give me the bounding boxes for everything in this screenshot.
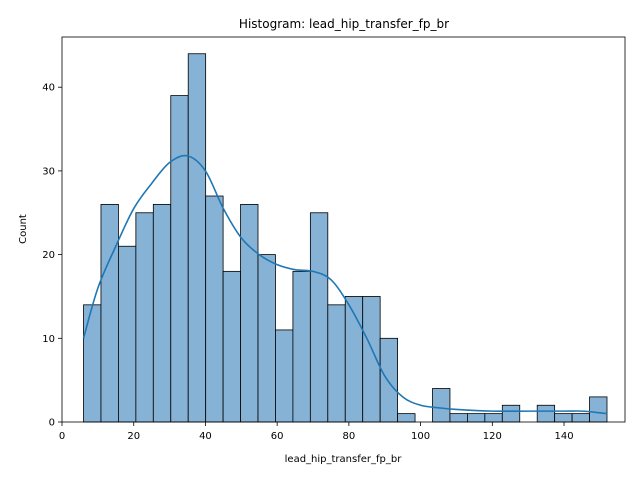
plot-frame	[61, 36, 626, 423]
y-axis-label: Count	[18, 214, 29, 244]
histogram-bar	[240, 203, 259, 423]
x-tick-label: 140	[554, 431, 573, 442]
y-axis-ticks: 0 10 20 30 40	[42, 83, 62, 429]
histogram-bar	[135, 212, 154, 423]
histogram-bar	[379, 337, 399, 423]
histogram-bar	[449, 413, 468, 423]
x-axis-label: lead_hip_transfer_fp_br	[285, 454, 403, 465]
histogram-bar	[554, 413, 573, 423]
histogram-bar	[187, 53, 207, 423]
histogram-bar	[222, 270, 241, 423]
x-tick-label: 40	[199, 431, 212, 442]
x-tick-label: 80	[343, 431, 356, 442]
histogram-bar	[275, 329, 294, 423]
kde-line	[82, 154, 608, 415]
histogram-bar	[589, 396, 608, 423]
y-tick-label: 0	[49, 418, 55, 429]
x-tick-label: 120	[483, 431, 502, 442]
histogram-bar	[571, 413, 590, 423]
histogram-bar	[536, 404, 556, 423]
histogram-bar	[118, 245, 137, 423]
histogram-bar	[257, 254, 276, 423]
histogram-bar	[205, 195, 224, 423]
x-tick-label: 60	[271, 431, 284, 442]
histogram-bar	[397, 413, 416, 423]
histogram-bar	[309, 212, 329, 423]
histogram-bars	[83, 53, 608, 423]
histogram-bar	[100, 203, 119, 423]
histogram-bar	[83, 304, 102, 423]
histogram-bar	[501, 404, 521, 423]
y-tick-label: 20	[42, 250, 55, 261]
histogram-bar	[170, 95, 189, 423]
x-tick-label: 100	[411, 431, 430, 442]
chart-title: Histogram: lead_hip_transfer_fp_br	[239, 17, 449, 31]
histogram-bar	[292, 270, 311, 423]
x-axis-ticks: 0 20 40 60 80 100 120 140	[59, 422, 574, 442]
histogram-bar	[432, 388, 451, 423]
histogram-bar	[484, 413, 503, 423]
x-tick-label: 0	[59, 431, 65, 442]
histogram-bar	[152, 203, 172, 423]
x-tick-label: 20	[127, 431, 140, 442]
histogram-bar	[327, 304, 346, 423]
y-tick-label: 40	[42, 83, 55, 94]
histogram-bar	[467, 413, 486, 423]
y-tick-label: 10	[42, 334, 55, 345]
y-tick-label: 30	[42, 166, 55, 177]
histogram-bar	[362, 296, 381, 423]
